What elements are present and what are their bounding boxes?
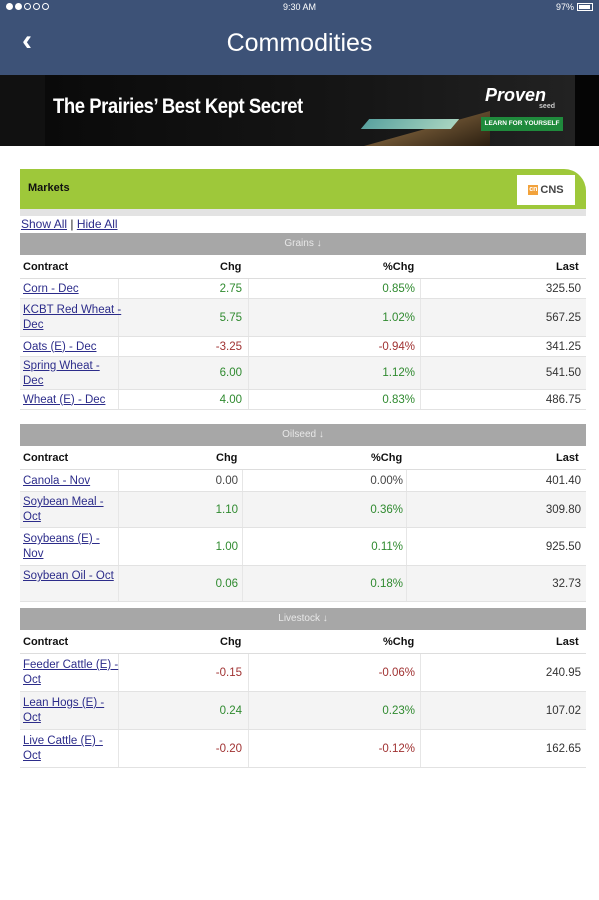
column-header-row: Contract Chg %Chg Last [20, 446, 586, 470]
status-bar: 9:30 AM 97% [0, 0, 599, 14]
table-row: Corn - Dec 2.75 0.85% 325.50 [20, 279, 586, 299]
table-row: Oats (E) - Dec -3.25 -0.94% 341.25 [20, 337, 586, 357]
back-arrow-icon[interactable]: ‹ [22, 24, 32, 57]
contract-link[interactable]: Oats (E) - Dec [23, 340, 97, 353]
last-value: 541.50 [545, 367, 581, 379]
chg-value: -3.25 [215, 341, 242, 353]
contract-link[interactable]: Canola - Nov [23, 474, 91, 487]
contract-link[interactable]: Live Cattle (E) - Oct [23, 735, 103, 762]
column-header-last: Last [556, 636, 579, 648]
contract-link[interactable]: Lean Hogs (E) - Oct [23, 697, 105, 724]
last-value: 107.02 [545, 705, 581, 717]
chg-value: 5.75 [219, 312, 242, 324]
last-value: 32.73 [552, 578, 581, 590]
contract-link[interactable]: Feeder Cattle (E) - Oct [23, 659, 119, 686]
chg-value: 2.75 [219, 283, 242, 295]
ad-logo: Proven seed [485, 85, 555, 110]
table-row: Soybean Meal - Oct 1.10 0.36% 309.80 [20, 492, 586, 528]
column-header-last: Last [556, 261, 579, 273]
last-value: 401.40 [545, 475, 581, 487]
expand-collapse-links: Show All | Hide All [21, 217, 118, 231]
signal-strength-icon [6, 3, 49, 10]
pct-chg-value: 1.12% [382, 367, 415, 379]
section-header-2[interactable]: Livestock ↓ [20, 608, 586, 630]
section-header-1[interactable]: Oilseed ↓ [20, 424, 586, 446]
nav-bar: ‹ Commodities [0, 14, 599, 75]
contract-link[interactable]: Spring Wheat - Dec [23, 359, 100, 387]
contract-link[interactable]: Corn - Dec [23, 282, 79, 295]
column-header-chg: Chg [220, 636, 242, 648]
table-row: Feeder Cattle (E) - Oct -0.15 -0.06% 240.95 [20, 654, 586, 692]
table-row: Spring Wheat - Dec 6.00 1.12% 541.50 [20, 357, 586, 390]
ad-headline: The Prairies’ Best Kept Secret [53, 95, 303, 118]
last-value: 567.25 [545, 312, 581, 324]
pct-chg-value: -0.94% [378, 341, 415, 353]
column-header-contract: Contract [23, 636, 69, 648]
column-header-chg: Chg [216, 452, 238, 464]
contract-link[interactable]: Soybean Meal - Oct [23, 496, 104, 523]
column-header-row: Contract Chg %Chg Last [20, 630, 586, 654]
chg-value: 0.00 [215, 475, 238, 487]
last-value: 486.75 [545, 394, 581, 406]
chg-value: 6.00 [219, 367, 242, 379]
column-header-last: Last [556, 452, 579, 464]
battery-percent: 97% [555, 2, 574, 12]
ad-banner[interactable]: The Prairies’ Best Kept Secret Proven se… [0, 75, 599, 146]
table-row: Canola - Nov 0.00 0.00% 401.40 [20, 470, 586, 492]
pct-chg-value: 1.02% [382, 312, 415, 324]
column-header-pct-chg: %Chg [383, 636, 415, 648]
markets-header: Markets cn CNS [20, 169, 586, 209]
cns-logo: cn CNS [517, 175, 575, 205]
cns-logo-icon: cn [528, 185, 539, 195]
column-header-pct-chg: %Chg [383, 261, 415, 273]
pct-chg-value: 0.23% [382, 705, 415, 717]
contract-link[interactable]: KCBT Red Wheat - Dec [23, 304, 122, 331]
column-header-pct-chg: %Chg [371, 452, 403, 464]
pct-chg-value: 0.83% [382, 394, 415, 406]
table-row: KCBT Red Wheat - Dec 5.75 1.02% 567.25 [20, 299, 586, 337]
hide-all-link[interactable]: Hide All [76, 217, 118, 231]
last-value: 925.50 [545, 541, 581, 553]
pct-chg-value: -0.06% [378, 667, 415, 679]
table-row: Soybeans (E) - Nov 1.00 0.11% 925.50 [20, 528, 586, 566]
status-time: 9:30 AM [282, 2, 317, 12]
table-row: Live Cattle (E) - Oct -0.20 -0.12% 162.65 [20, 730, 586, 768]
chg-value: 1.00 [215, 541, 238, 553]
page-title: Commodities [226, 29, 373, 57]
table-row: Soybean Oil - Oct 0.06 0.18% 32.73 [20, 566, 586, 602]
contract-link[interactable]: Wheat (E) - Dec [23, 393, 106, 406]
chg-value: -0.15 [215, 667, 242, 679]
pct-chg-value: 0.36% [370, 504, 403, 516]
table-row: Wheat (E) - Dec 4.00 0.83% 486.75 [20, 390, 586, 410]
pct-chg-value: 0.11% [371, 541, 403, 553]
chg-value: 4.00 [219, 394, 242, 406]
chg-value: 1.10 [215, 504, 238, 516]
chg-value: -0.20 [215, 743, 242, 755]
last-value: 309.80 [545, 504, 581, 516]
ad-creative[interactable]: The Prairies’ Best Kept Secret Proven se… [45, 75, 575, 146]
ad-cta-button[interactable]: LEARN FOR YOURSELF [481, 117, 563, 131]
last-value: 162.65 [545, 743, 581, 755]
markets-title: Markets [28, 182, 70, 194]
pct-chg-value: 0.00% [370, 475, 403, 487]
column-header-contract: Contract [23, 452, 69, 464]
column-header-contract: Contract [23, 261, 69, 273]
show-all-link[interactable]: Show All [21, 217, 68, 231]
last-value: 240.95 [545, 667, 581, 679]
contract-link[interactable]: Soybeans (E) - Nov [23, 533, 100, 560]
battery-icon [577, 3, 593, 11]
section-header-0[interactable]: Grains ↓ [20, 233, 586, 255]
pct-chg-value: -0.12% [378, 743, 415, 755]
table-row: Lean Hogs (E) - Oct 0.24 0.23% 107.02 [20, 692, 586, 730]
column-header-chg: Chg [220, 261, 242, 273]
chg-value: 0.06 [215, 578, 238, 590]
pct-chg-value: 0.18% [370, 578, 403, 590]
last-value: 325.50 [545, 283, 581, 295]
pct-chg-value: 0.85% [382, 283, 415, 295]
column-header-row: Contract Chg %Chg Last [20, 255, 586, 279]
last-value: 341.25 [545, 341, 581, 353]
chg-value: 0.24 [219, 705, 242, 717]
contract-link[interactable]: Soybean Oil - Oct [23, 570, 114, 582]
